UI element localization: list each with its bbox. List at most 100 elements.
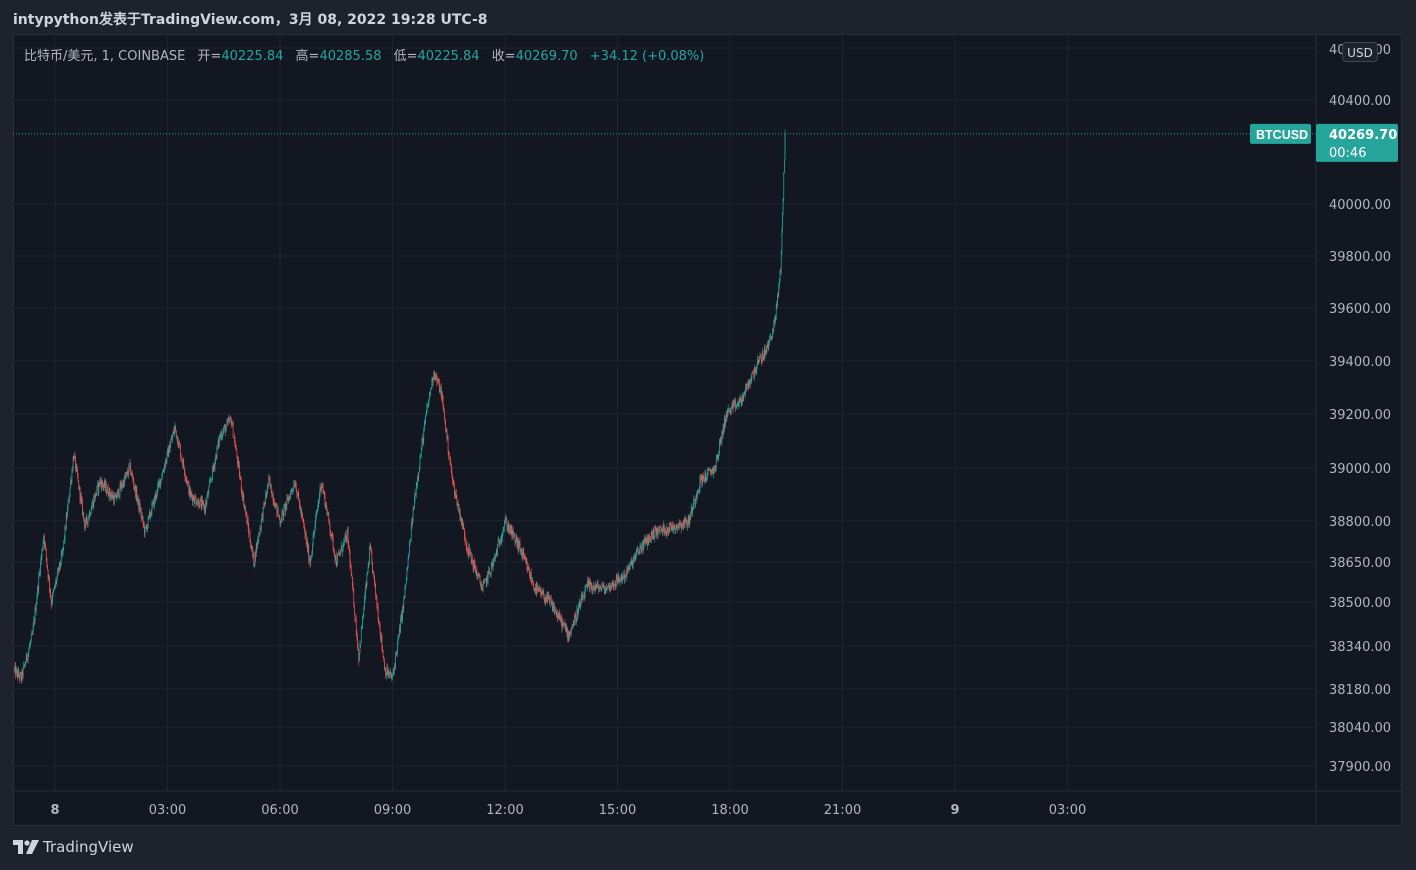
candle [478, 572, 480, 577]
candle [697, 490, 698, 501]
candle [657, 526, 658, 540]
candle [426, 402, 428, 415]
candle [770, 336, 772, 341]
candle [35, 603, 36, 612]
candle [465, 538, 467, 551]
candle [589, 580, 591, 593]
candle [177, 436, 178, 445]
candle [176, 435, 178, 441]
candle [592, 585, 593, 595]
candle [291, 489, 293, 493]
candle [24, 664, 25, 669]
candle [312, 542, 313, 557]
candle [224, 424, 226, 428]
price-axis-label: 38800.00 [1329, 515, 1391, 530]
candle [622, 576, 624, 581]
candle [178, 437, 180, 449]
currency-button[interactable]: USD [1342, 42, 1378, 62]
candle [325, 501, 327, 510]
candle [376, 595, 378, 610]
chart-frame[interactable] [13, 34, 1402, 826]
candle [59, 561, 61, 571]
candle [724, 414, 726, 429]
candlestick-chart[interactable]: 40600.0040400.0040000.0039800.0039600.00… [13, 34, 1402, 826]
candle [171, 436, 173, 440]
candle [429, 391, 430, 403]
candle [536, 582, 538, 595]
candle [656, 526, 658, 536]
candle [402, 606, 403, 624]
candle [420, 447, 422, 459]
candle [744, 390, 746, 395]
candle [480, 581, 481, 588]
candle [281, 507, 283, 523]
candle [614, 580, 616, 591]
candle [301, 510, 303, 519]
candle [268, 473, 270, 487]
candle [119, 481, 121, 500]
candle [228, 415, 230, 426]
candle [184, 470, 186, 482]
candle [726, 411, 728, 422]
candle [352, 576, 353, 590]
candle [600, 585, 601, 590]
legend-high-value: 40285.58 [319, 49, 382, 64]
candle [31, 630, 33, 635]
price-axis[interactable]: 40600.0040400.0040000.0039800.0039600.00… [1329, 43, 1391, 775]
candle [212, 466, 213, 483]
candle [456, 495, 458, 507]
candle [557, 610, 558, 623]
time-axis-label: 15:00 [599, 803, 636, 818]
candle [595, 580, 596, 594]
candle [710, 468, 712, 475]
candle [304, 522, 305, 532]
candle [575, 617, 577, 626]
candle [187, 480, 189, 484]
candle [362, 616, 363, 630]
candle [526, 558, 528, 571]
candle [387, 664, 388, 676]
candle [226, 419, 228, 427]
candle [390, 673, 392, 679]
tradingview-logo[interactable]: TradingView [13, 838, 134, 856]
candle [169, 444, 171, 453]
candle [305, 531, 307, 548]
candle [86, 516, 88, 526]
candle [85, 513, 87, 524]
candle [434, 370, 435, 381]
candle [508, 521, 510, 534]
candle [762, 350, 764, 361]
candle [399, 623, 400, 638]
candle [159, 481, 161, 489]
candle [371, 549, 373, 565]
candle [363, 605, 365, 620]
legend-symbol[interactable]: 比特币/美元, 1, COINBASE [24, 49, 186, 64]
candle [776, 303, 778, 310]
candle [714, 465, 716, 473]
candle [172, 431, 174, 436]
candle [126, 470, 128, 476]
candle [437, 376, 438, 384]
candle [349, 546, 350, 555]
candle [67, 503, 68, 518]
candle [680, 520, 681, 528]
candle [41, 548, 43, 561]
candle [292, 488, 294, 494]
candle [84, 518, 85, 532]
time-axis[interactable]: 8 03:00 06:00 09:00 12:00 15:00 18:00 21:00 9 03:… [50, 803, 1086, 818]
candle [92, 498, 93, 508]
candle [559, 609, 560, 621]
price-axis-label: 38040.00 [1329, 721, 1391, 736]
candle [45, 547, 47, 562]
candle [474, 559, 476, 571]
candle [237, 455, 238, 468]
candle [242, 490, 244, 502]
candle [715, 454, 717, 472]
candle [760, 354, 761, 357]
candle [719, 438, 720, 456]
candle [284, 503, 285, 508]
candle [89, 509, 90, 521]
candle [410, 538, 411, 542]
candle [244, 504, 246, 510]
candle [452, 477, 454, 485]
